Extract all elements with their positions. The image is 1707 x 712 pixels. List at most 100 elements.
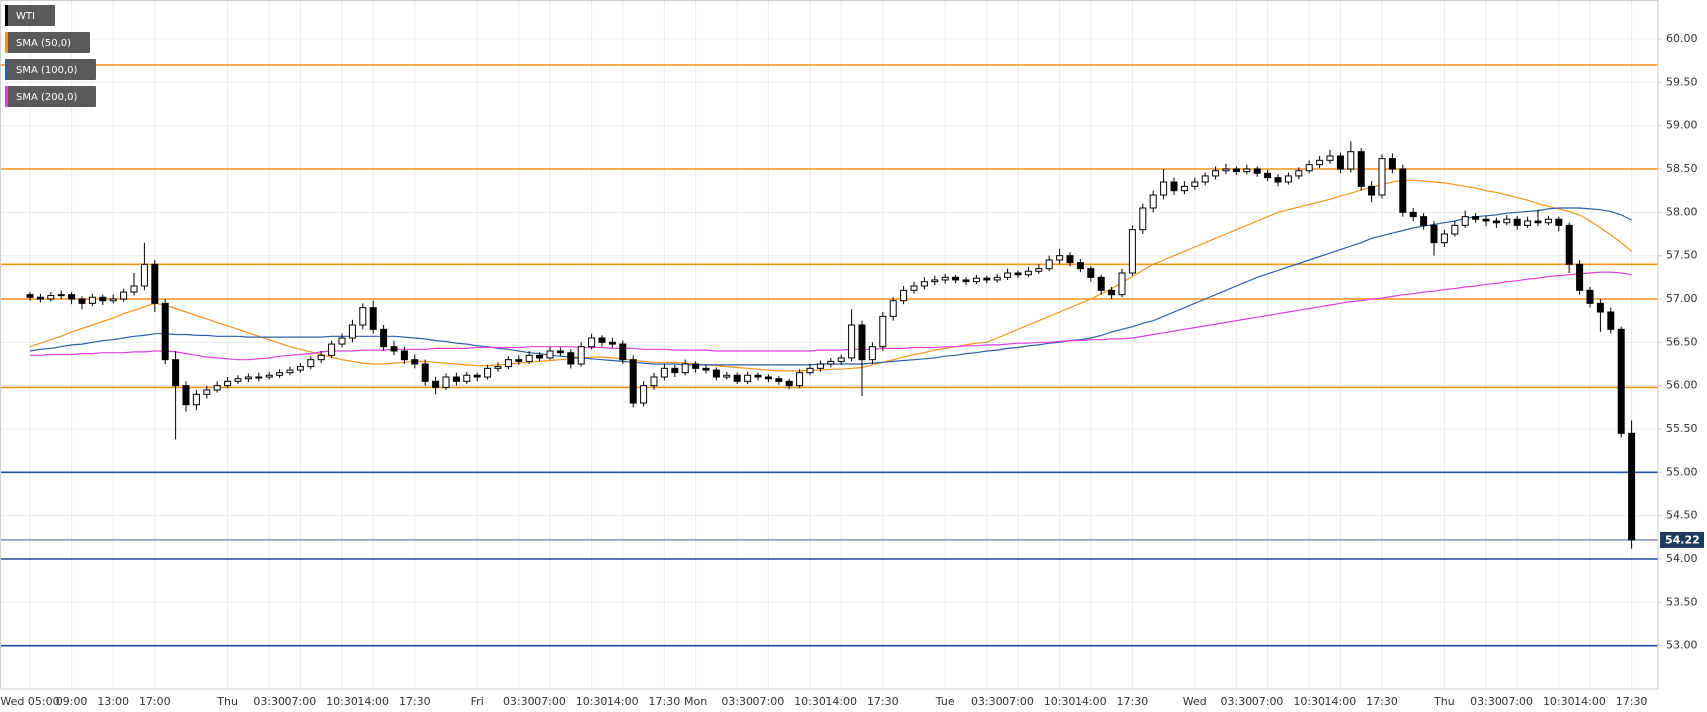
candle-body	[744, 374, 752, 382]
candle-body	[421, 363, 429, 382]
candle-body	[1024, 270, 1032, 276]
x-tick-label: 09:00	[56, 695, 88, 708]
legend-swatch	[5, 59, 8, 80]
candle-body	[1576, 263, 1584, 291]
x-tick-label: 07:00	[534, 695, 566, 708]
x-tick-label: 13:00	[97, 695, 129, 708]
x-tick-label: 17:30	[867, 695, 899, 708]
candle-body	[484, 367, 492, 378]
candle-body	[598, 337, 606, 343]
legend-box	[5, 86, 96, 107]
x-tick-label: 07:00	[1252, 695, 1284, 708]
candles	[26, 141, 1636, 549]
candle-body	[1555, 218, 1563, 226]
candle-body	[1316, 159, 1324, 166]
candle-body	[577, 346, 585, 365]
candle-body	[1035, 268, 1043, 272]
candle-body	[931, 279, 939, 283]
candle-body	[432, 380, 440, 388]
candle-body	[161, 302, 169, 361]
candle-body	[57, 294, 65, 297]
candle-body	[1440, 233, 1448, 244]
candle-body	[390, 346, 398, 352]
candle-body	[993, 276, 1001, 281]
candle-body	[1565, 224, 1573, 265]
candle-body	[265, 374, 273, 378]
candle-body	[1586, 289, 1594, 304]
candle-body	[1368, 185, 1376, 196]
x-tick-label: 17:30	[399, 695, 431, 708]
candle-body	[1326, 155, 1334, 161]
candle-body	[140, 263, 148, 287]
x-tick-label: 14:00	[1325, 695, 1357, 708]
candle-body	[900, 289, 908, 302]
candle-body	[723, 374, 731, 378]
candle-body	[1128, 229, 1136, 274]
candle-body	[36, 296, 44, 300]
candle-body	[1492, 220, 1500, 224]
x-tick-label: 03:30	[721, 695, 753, 708]
candle-body	[1149, 194, 1157, 209]
candle-body	[224, 380, 232, 387]
candle-body	[1284, 175, 1292, 183]
candle-body	[1305, 164, 1313, 172]
x-tick-label: Thu	[216, 695, 238, 708]
candle-body	[1180, 185, 1188, 192]
x-tick-label: 10:30	[326, 695, 358, 708]
candle-body	[463, 374, 471, 382]
candle-body	[182, 385, 190, 406]
candle-body	[1014, 272, 1022, 276]
y-tick-label: 59.00	[1666, 119, 1698, 132]
candle-body	[660, 367, 668, 378]
x-tick-label: 17:30	[1117, 695, 1149, 708]
candle-body	[88, 296, 96, 304]
candle-body	[1503, 218, 1511, 224]
candle-body	[78, 298, 86, 304]
x-tick-label: 17:30	[649, 695, 681, 708]
candle-body	[442, 376, 450, 388]
candle-body	[1004, 272, 1012, 278]
candle-body	[640, 385, 648, 404]
candle-body	[1201, 175, 1209, 183]
candle-body	[816, 363, 824, 369]
candle-body	[26, 294, 34, 298]
candle-body	[411, 359, 419, 365]
candle-body	[1045, 259, 1053, 270]
y-tick-label: 53.50	[1666, 595, 1698, 608]
candle-body	[286, 369, 294, 374]
x-tick-label: 10:30	[1543, 695, 1575, 708]
x-tick-label: Tue	[935, 695, 955, 708]
candle-body	[452, 376, 460, 382]
candle-body	[1617, 328, 1625, 434]
candle-body	[837, 357, 845, 362]
candle-body	[68, 294, 76, 300]
candle-body	[1191, 181, 1199, 187]
candle-body	[629, 359, 637, 404]
last-price-box	[1660, 531, 1704, 548]
y-tick-label: 59.50	[1666, 75, 1698, 88]
candle-body	[234, 378, 242, 382]
legend-box	[5, 59, 96, 80]
x-tick-label: 07:00	[753, 695, 785, 708]
candle-body	[380, 328, 388, 348]
candle-body	[608, 341, 616, 345]
candle-body	[920, 281, 928, 287]
x-tick-label: Wed 05:00	[0, 695, 59, 708]
sma-line	[30, 271, 1632, 361]
x-tick-label: 14:00	[357, 695, 389, 708]
candle-body	[1388, 158, 1396, 170]
candle-body	[1222, 168, 1230, 172]
candle-body	[556, 350, 564, 354]
candle-body	[172, 359, 180, 387]
candle-body	[1357, 151, 1365, 187]
legend: WTI SMA (50,0) SMA (100,0) SMA (200,0)	[5, 5, 96, 107]
candle-body	[712, 369, 720, 378]
candle-body	[1108, 289, 1116, 296]
candle-body	[1076, 262, 1084, 270]
candle-body	[1524, 220, 1532, 226]
legend-label: WTI	[16, 11, 35, 22]
candle-body	[504, 359, 512, 368]
x-tick-label: 14:00	[607, 695, 639, 708]
